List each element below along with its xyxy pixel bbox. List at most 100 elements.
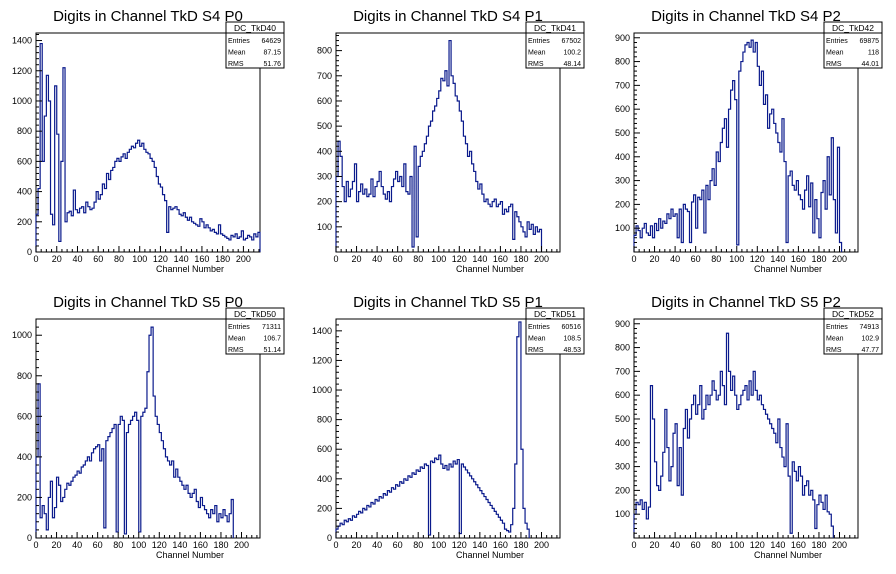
histogram-panel-1: Digits in Channel TkD S4 P1 0 20 40 60 80 100 1…	[317, 8, 585, 274]
x-tick-label: 200	[832, 540, 847, 550]
x-tick-label: 140	[174, 254, 189, 264]
y-tick-label: 200	[17, 217, 32, 227]
y-tick-label: 600	[17, 156, 32, 166]
x-tick-label: 120	[153, 254, 168, 264]
stats-value-entries: 69875	[860, 38, 880, 45]
x-tick-label: 100	[131, 540, 146, 550]
x-tick-label: 0	[33, 540, 38, 550]
stats-name: DC_TkD40	[234, 23, 276, 33]
plot-frame	[335, 318, 561, 539]
stats-box: DC_TkD50 Entries 71311 Mean 106.7 RMS 51.14	[225, 307, 285, 355]
x-tick-label: 180	[215, 254, 230, 264]
plot-frame	[335, 32, 561, 253]
y-tick-label: 600	[615, 104, 630, 114]
x-tick-label: 20	[52, 254, 62, 264]
y-tick-label: 700	[615, 366, 630, 376]
x-tick-label: 200	[236, 254, 251, 264]
x-tick-label: 180	[513, 254, 528, 264]
histogram-panel-4: Digits in Channel TkD S5 P1 0 20 40 60 80 100 1…	[312, 294, 585, 560]
y-tick-label: 800	[615, 57, 630, 67]
x-tick-label: 200	[234, 540, 249, 550]
chart-title: Digits in Channel TkD S4 P0	[53, 8, 243, 25]
y-tick-label: 1400	[12, 36, 32, 46]
x-tick-label: 60	[393, 540, 403, 550]
stats-value-entries: 60516	[562, 324, 582, 331]
chart-title: Digits in Channel TkD S5 P2	[651, 294, 841, 311]
stats-value-mean: 102.9	[861, 336, 879, 343]
chart-title: Digits in Channel TkD S4 P2	[651, 8, 841, 25]
stats-box: DC_TkD51 Entries 60516 Mean 108.5 RMS 48.53	[525, 307, 585, 355]
x-tick-label: 20	[52, 540, 62, 550]
histogram-series	[633, 39, 843, 252]
x-tick-label: 120	[152, 540, 167, 550]
x-tick-label: 120	[750, 540, 765, 550]
stats-key-rms: RMS	[528, 61, 544, 68]
stats-key-rms: RMS	[228, 61, 244, 68]
x-tick-label: 100	[431, 540, 446, 550]
stats-value-entries: 71311	[262, 324, 281, 331]
x-axis-label: Channel Number	[754, 550, 822, 560]
stats-value-rms: 51.76	[263, 61, 281, 68]
x-tick-label: 200	[534, 254, 549, 264]
x-tick-label: 80	[413, 540, 423, 550]
stats-key-mean: Mean	[826, 50, 844, 57]
x-axis-label: Channel Number	[156, 264, 224, 274]
x-axis-label: Channel Number	[456, 550, 524, 560]
chart-title: Digits in Channel TkD S5 P0	[53, 294, 243, 311]
histogram-panel-5: Digits in Channel TkD S5 P2 0 20 40 60 80 100 1…	[615, 294, 883, 560]
x-tick-label: 120	[452, 254, 467, 264]
y-tick-label: 800	[17, 371, 32, 381]
stats-key-rms: RMS	[826, 61, 842, 68]
stats-key-rms: RMS	[528, 347, 544, 354]
y-tick-label: 200	[615, 199, 630, 209]
x-tick-label: 40	[72, 540, 82, 550]
histogram-series	[335, 39, 543, 252]
stats-key-entries: Entries	[528, 38, 550, 45]
x-tick-label: 180	[811, 540, 826, 550]
stats-value-entries: 64629	[262, 38, 282, 45]
histogram-series	[35, 326, 234, 538]
stats-key-mean: Mean	[228, 50, 246, 57]
x-tick-label: 40	[670, 254, 680, 264]
x-tick-label: 180	[213, 540, 228, 550]
x-tick-label: 160	[194, 254, 209, 264]
x-tick-label: 140	[172, 540, 187, 550]
y-tick-label: 800	[17, 126, 32, 136]
stats-value-mean: 106.7	[263, 336, 281, 343]
stats-value-rms: 48.53	[563, 347, 581, 354]
y-tick-label: 200	[317, 197, 332, 207]
y-tick-label: 100	[317, 222, 332, 232]
stats-value-rms: 48.14	[563, 61, 581, 68]
y-tick-label: 600	[17, 411, 32, 421]
y-tick-label: 300	[615, 176, 630, 186]
stats-key-entries: Entries	[228, 324, 250, 331]
x-tick-label: 140	[770, 540, 785, 550]
stats-key-entries: Entries	[228, 38, 250, 45]
x-tick-label: 120	[452, 540, 467, 550]
x-tick-label: 0	[631, 254, 636, 264]
stats-value-rms: 47.77	[861, 347, 879, 354]
histogram-series	[335, 321, 530, 538]
y-tick-label: 200	[615, 485, 630, 495]
x-tick-label: 80	[711, 540, 721, 550]
x-tick-label: 180	[811, 254, 826, 264]
y-tick-label: 800	[317, 46, 332, 56]
x-tick-label: 100	[729, 254, 744, 264]
stats-value-mean: 87.15	[263, 50, 281, 57]
x-tick-label: 140	[472, 540, 487, 550]
y-tick-label: 400	[17, 452, 32, 462]
stats-key-mean: Mean	[826, 336, 844, 343]
x-tick-label: 80	[114, 254, 124, 264]
y-tick-label: 400	[615, 438, 630, 448]
x-tick-label: 0	[33, 254, 38, 264]
x-tick-label: 100	[729, 540, 744, 550]
y-tick-label: 0	[27, 247, 32, 257]
y-tick-label: 400	[17, 187, 32, 197]
stats-value-rms: 51.14	[263, 347, 281, 354]
x-tick-label: 60	[93, 254, 103, 264]
x-tick-label: 160	[493, 540, 508, 550]
stats-name: DC_TkD52	[832, 309, 874, 319]
x-tick-label: 200	[832, 254, 847, 264]
y-tick-label: 1200	[12, 66, 32, 76]
